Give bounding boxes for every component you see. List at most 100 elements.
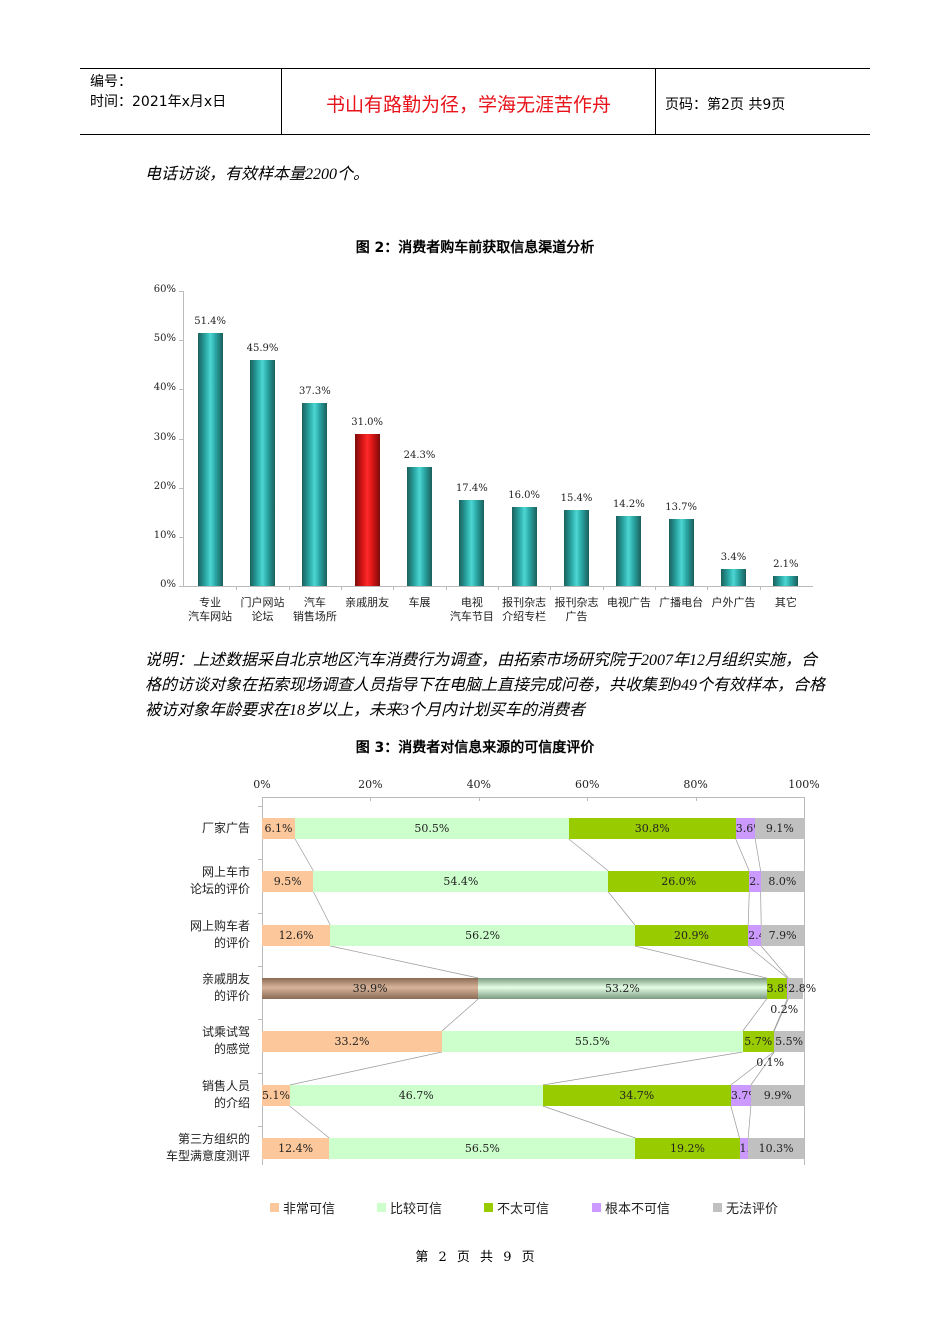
y-tick xyxy=(179,389,183,391)
x-tick-label: 20% xyxy=(358,778,383,791)
segment-无法评价: 7.9% xyxy=(761,925,804,946)
segment-不太可信: 26.0% xyxy=(608,871,750,892)
segment-不太可信: 5.7% xyxy=(742,1031,774,1052)
category-label: 广播电台 xyxy=(659,596,704,609)
legend-item: 比较可信 xyxy=(377,1198,442,1217)
stacked-bar-row: 5.1% 46.7% 34.7% 3.7% 9.9% xyxy=(262,1085,805,1106)
bar xyxy=(721,569,746,586)
segment-比较可信: 55.5% xyxy=(441,1031,743,1052)
category-label: 亲戚朋友 xyxy=(345,596,390,609)
segment-无法评价: 9.1% xyxy=(755,818,805,839)
bar-value-label: 15.4% xyxy=(560,493,593,505)
segment-不太可信: 19.2% xyxy=(635,1138,740,1159)
bar-value-label: 13.7% xyxy=(665,501,698,513)
bar-value-label: 17.4% xyxy=(455,483,488,495)
bar-value-label: 51.4% xyxy=(194,316,227,328)
legend-item: 无法评价 xyxy=(713,1198,778,1217)
x-tick xyxy=(445,586,447,590)
x-tick xyxy=(707,586,709,590)
x-tick-label: 60% xyxy=(574,778,600,791)
row-category-label: 第三方组织的 车型满意度测评 xyxy=(165,1132,250,1163)
segment-比较可信: 56.5% xyxy=(329,1138,636,1159)
segment-非常可信: 9.5% xyxy=(262,871,314,892)
segment-非常可信: 5.1% xyxy=(262,1085,290,1106)
x-tick-label: 0% xyxy=(253,778,271,791)
legend-label: 根本不可信 xyxy=(605,1202,671,1217)
stacked-bar-row: 6.1% 50.5% 30.8% 3.6% 9.1% xyxy=(262,818,805,839)
legend-item: 根本不可信 xyxy=(592,1198,670,1217)
stacked-bar-row: 9.5%54.4%26.0%2.1%8.0% xyxy=(262,871,804,892)
legend-swatch xyxy=(377,1203,386,1212)
segment-无法评价: 9.9% xyxy=(750,1085,805,1106)
segment-比较可信: 54.4% xyxy=(313,871,609,892)
legend-swatch xyxy=(592,1203,601,1212)
y-tick xyxy=(179,586,183,587)
right-axis xyxy=(804,797,805,1165)
category-label: 户外广告 xyxy=(711,596,756,609)
y-tick-label: 50% xyxy=(153,333,176,345)
x-tick-label: 100% xyxy=(788,778,820,791)
y-tick-label: 20% xyxy=(153,480,176,492)
legend-item: 不太可信 xyxy=(484,1198,549,1217)
bar xyxy=(511,507,537,586)
bar-value-label: 37.3% xyxy=(298,385,331,397)
bar-value-label: 14.2% xyxy=(612,499,645,511)
x-axis xyxy=(262,797,804,798)
segment-根本不可信: 1.6% xyxy=(739,1138,767,1159)
legend-swatch xyxy=(713,1203,722,1212)
header-divider xyxy=(281,68,282,135)
x-tick xyxy=(393,586,395,590)
category-label: 门户网站 论坛 xyxy=(240,596,285,623)
legend-label: 比较可信 xyxy=(390,1202,443,1217)
stacked-bar-row: 39.9% 53.2% 3.8% 2.8% xyxy=(262,978,816,999)
segment-无法评价: 5.5% xyxy=(774,1031,804,1052)
category-label: 专业 汽车网站 xyxy=(188,596,233,623)
legend-swatch xyxy=(484,1203,493,1212)
segment-不太可信: 3.8% xyxy=(766,978,795,999)
bar xyxy=(668,518,694,586)
x-tick xyxy=(655,586,656,590)
legend-item: 非常可信 xyxy=(270,1198,335,1217)
segment-不太可信: 30.8% xyxy=(568,818,736,839)
x-tick-label: 40% xyxy=(466,778,492,791)
y-tick-label: 60% xyxy=(153,284,176,295)
segment-比较可信: 53.2% xyxy=(478,978,767,999)
y-tick xyxy=(258,859,262,860)
header-motto: 书山有路勤为径，学海无涯苦作舟 xyxy=(325,94,611,116)
bar-value-label: 45.9% xyxy=(246,343,279,355)
segment-不太可信: 34.7% xyxy=(542,1085,731,1106)
bar-value-label: 2.1% xyxy=(773,558,799,570)
figure3-title: 图 3：消费者对信息来源的可信度评价 xyxy=(355,740,595,756)
legend-label: 无法评价 xyxy=(726,1202,779,1217)
x-tick xyxy=(498,586,499,590)
legend-label: 不太可信 xyxy=(497,1202,550,1217)
bar-value-label: 3.4% xyxy=(720,552,747,564)
category-label: 报刊杂志 介绍专栏 xyxy=(502,596,547,623)
bar-value-label: 16.0% xyxy=(508,490,541,502)
x-tick-label: 80% xyxy=(683,778,708,791)
y-tick-label: 40% xyxy=(153,382,176,394)
segment-根本不可信 xyxy=(787,978,789,999)
segment-非常可信: 39.9% xyxy=(262,978,479,999)
segment-根本不可信 xyxy=(773,1031,775,1052)
y-tick xyxy=(179,291,183,292)
x-tick xyxy=(341,586,342,590)
x-tick xyxy=(602,586,604,590)
segment-根本不可信: 3.6% xyxy=(735,818,764,839)
y-tick-label: 30% xyxy=(153,431,176,443)
bar xyxy=(459,500,485,586)
y-tick xyxy=(258,966,262,967)
figure2-title: 图 2：消费者购车前获取信息渠道分析 xyxy=(355,240,595,256)
category-label: 其它 xyxy=(774,596,797,609)
segment-不太可信: 20.9% xyxy=(634,925,749,946)
segment-无法评价: 10.3% xyxy=(748,1138,804,1159)
stacked-bar-row: 12.4%56.5%19.2%1.6%10.3% xyxy=(262,1138,804,1159)
row-category-label: 厂家广告 xyxy=(201,820,250,835)
y-tick xyxy=(258,1019,262,1020)
category-label: 汽车 销售场所 xyxy=(292,596,337,623)
header-bottom-rule xyxy=(80,134,870,135)
figure2-bar-chart: 0% 10% 20% 30% 40% 50% 60% 51.4% 45.9% 37.3% 31.0… xyxy=(150,280,820,623)
y-tick xyxy=(179,340,183,342)
footer-page-number: 第 2 页 共 9 页 xyxy=(415,1250,535,1265)
y-tick xyxy=(258,806,262,807)
